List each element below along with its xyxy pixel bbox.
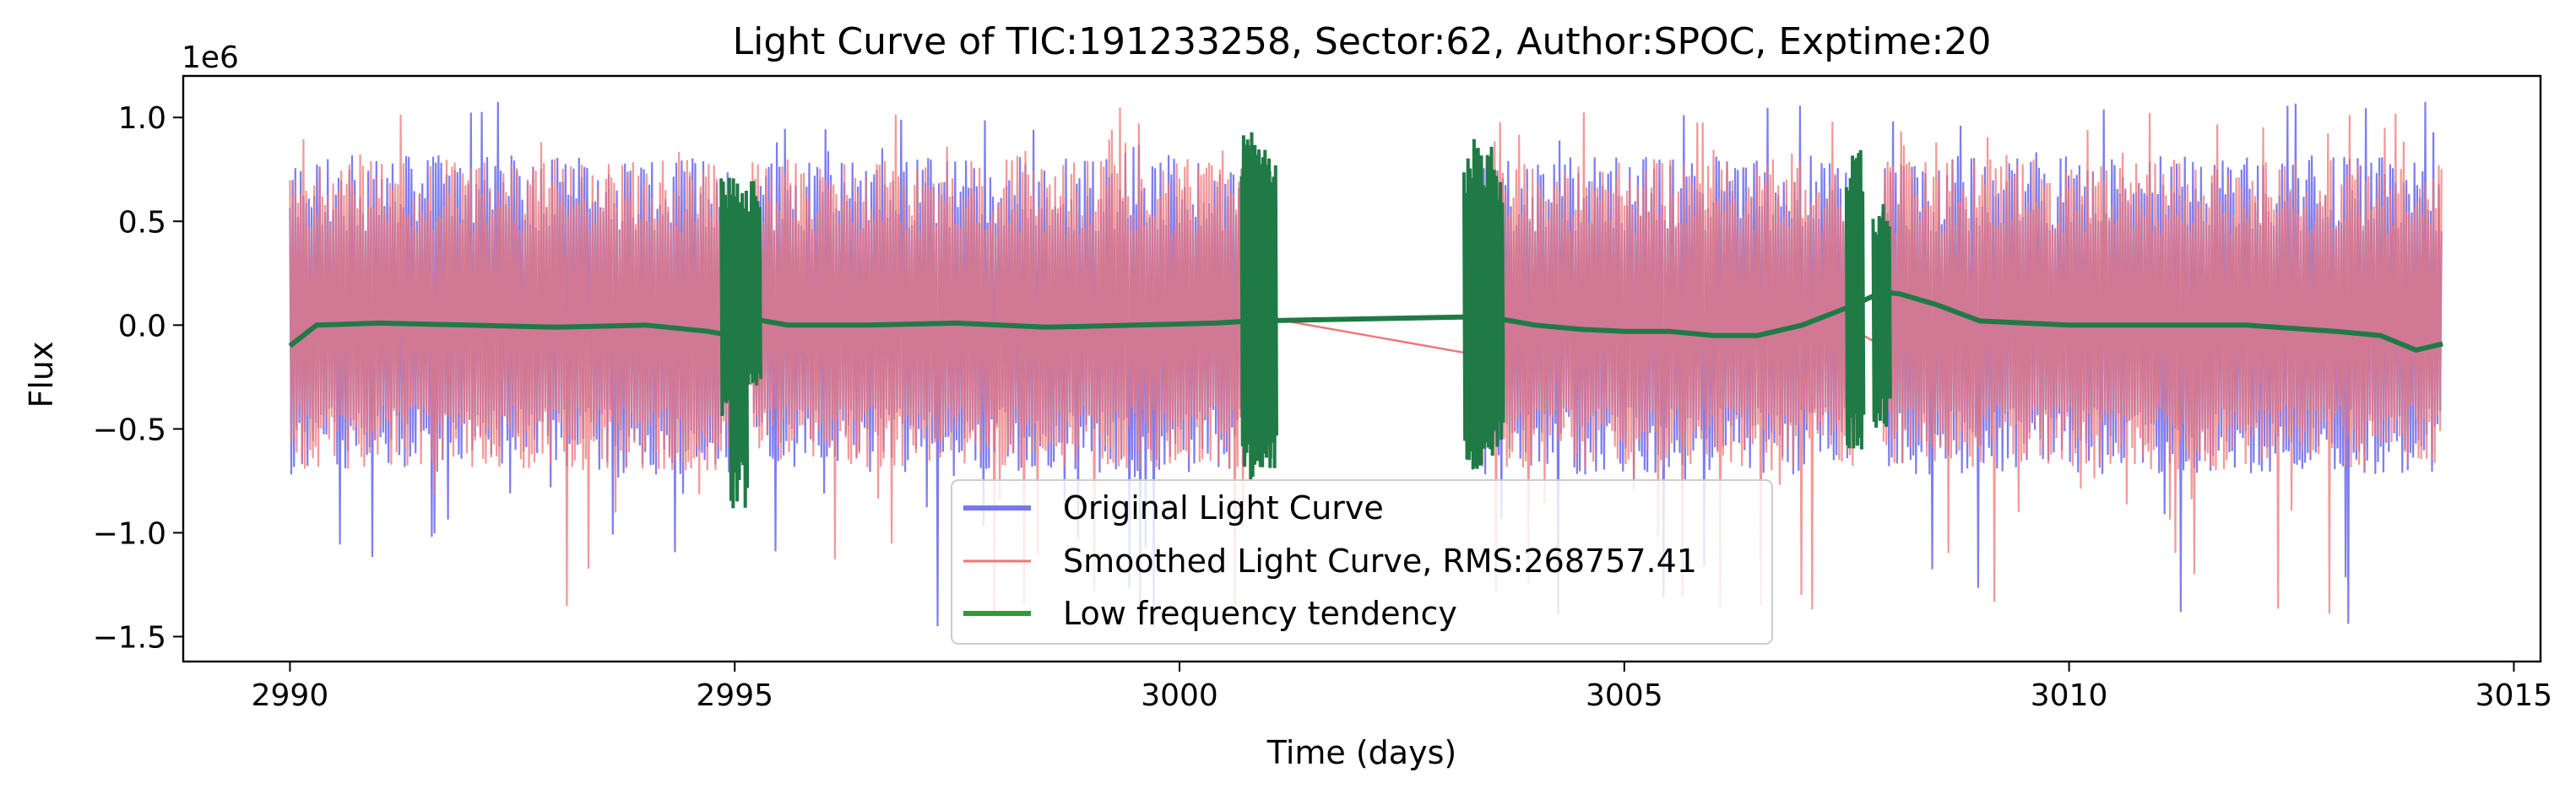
y-axis-label: Flux (23, 342, 60, 408)
plot-frame (182, 74, 2542, 663)
series-1-segment (289, 114, 730, 607)
x-tick-label: 3010 (2031, 678, 2108, 713)
series-1-segment (751, 107, 1251, 616)
x-tick-label: 2990 (252, 678, 329, 713)
x-tick-label: 3015 (2476, 678, 2553, 713)
y-tick-label: 1.0 (118, 101, 166, 136)
trend-edge-band (1844, 149, 1866, 450)
legend-label-trend: Low frequency tendency (1063, 595, 1457, 632)
y-axis: −1.5 −1.0 −0.5 0.0 0.5 1.0 (93, 101, 183, 655)
trend-line (288, 289, 2443, 353)
y-tick-label: 0.5 (118, 205, 166, 240)
y-tick-label: −0.5 (93, 413, 166, 447)
trend-edge-band (1257, 165, 1278, 468)
x-tick-label: 3005 (1586, 678, 1663, 713)
legend-box (951, 479, 1773, 645)
trend-edge-band (1484, 170, 1505, 447)
series-1-segment (1881, 112, 2443, 614)
plot-area (288, 101, 2443, 628)
trend-edge-band (741, 181, 762, 386)
x-tick-label: 2995 (696, 678, 773, 713)
legend-label-original: Original Light Curve (1063, 489, 1384, 527)
chart-title: Light Curve of TIC:191233258, Sector:62,… (733, 20, 1992, 63)
legend: Original Light Curve Smoothed Light Curv… (951, 479, 1773, 645)
series-1-segment (1472, 112, 1857, 610)
x-axis: 2990 2995 3000 3005 3010 3015 (252, 662, 2553, 713)
trend-edge-band (1871, 203, 1892, 428)
y-tick-label: −1.0 (93, 516, 166, 551)
x-axis-label: Time (days) (1266, 734, 1456, 771)
y-offset-label: 1e6 (182, 41, 239, 75)
x-tick-label: 3000 (1141, 678, 1218, 713)
y-tick-label: −1.5 (93, 620, 166, 655)
y-tick-label: 0.0 (118, 309, 166, 343)
legend-label-smoothed: Smoothed Light Curve, RMS:268757.41 (1063, 543, 1697, 580)
